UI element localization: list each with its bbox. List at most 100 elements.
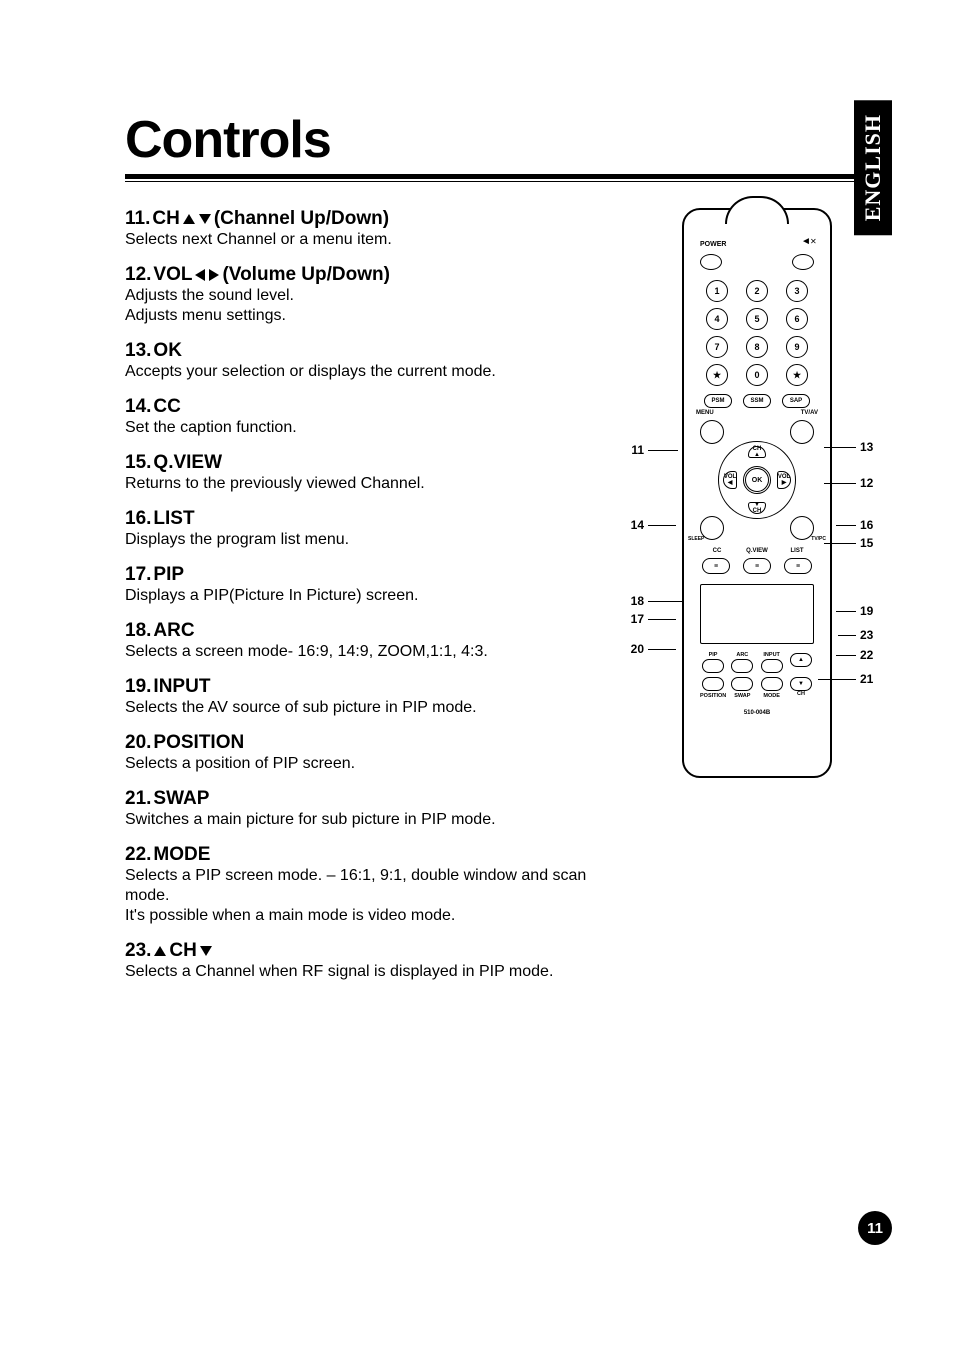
remote-body: POWER 123456789★0★ PSMSSMSAP MENU TV/AV (682, 208, 832, 778)
item-description: Returns to the previously viewed Channel… (125, 474, 598, 494)
dpad-left: VOL◀ (723, 471, 737, 489)
title-rule-thin (125, 181, 882, 182)
bottom-button (731, 659, 753, 673)
control-item: 15. Q.VIEWReturns to the previously view… (125, 452, 598, 494)
callout-line (824, 483, 856, 484)
bottom-btn-label: POSITION (700, 693, 726, 699)
keypad-button: 5 (746, 308, 768, 330)
callout-line (818, 679, 856, 680)
control-item: 19. INPUTSelects the AV source of sub pi… (125, 676, 598, 718)
control-item: 13. OKAccepts your selection or displays… (125, 340, 598, 382)
callout-number: 23 (860, 628, 882, 642)
dpad-right: VOL▶ (777, 471, 791, 489)
power-label: POWER (700, 241, 726, 248)
callout-line (836, 655, 856, 656)
tvav-button (790, 420, 814, 444)
small-button-label: Q.VIEW (742, 548, 772, 554)
control-item: 11. CH (Channel Up/Down)Selects next Cha… (125, 208, 598, 250)
item-heading: 14. CC (125, 396, 598, 418)
callout-number: 15 (860, 536, 882, 550)
preset-button: PSM (704, 394, 732, 408)
page-title: Controls (125, 110, 882, 170)
callout-number: 16 (860, 518, 882, 532)
callout-number: 22 (860, 648, 882, 662)
bottom-button (761, 659, 783, 673)
menu-button (700, 420, 724, 444)
tvpc-label: TV/PC (811, 536, 826, 542)
bottom-btn-col: SWAP (729, 677, 755, 700)
dpad-down: ▼CH (748, 502, 766, 514)
bottom-btn-label: ARC (729, 652, 755, 658)
item-description: Accepts your selection or displays the c… (125, 362, 598, 382)
item-description: Switches a main picture for sub picture … (125, 810, 598, 830)
bottom-row-2: POSITIONSWAPMODE▼CH (694, 677, 820, 700)
control-item: 16. LISTDisplays the program list menu. (125, 508, 598, 550)
item-description: Set the caption function. (125, 418, 598, 438)
small-button: ≡ (743, 558, 771, 574)
keypad-button: 3 (786, 280, 808, 302)
keypad-button: 4 (706, 308, 728, 330)
sleep-label: SLEEP (688, 536, 704, 542)
bottom-button: ▲ (790, 653, 812, 667)
item-heading: 17. PIP (125, 564, 598, 586)
callout-line (824, 447, 856, 448)
bottom-btn-label: SWAP (729, 693, 755, 699)
item-heading: 23.CH (125, 940, 598, 962)
bottom-button (702, 677, 724, 691)
bottom-btn-col: MODE (759, 677, 785, 700)
item-description: Displays a PIP(Picture In Picture) scree… (125, 586, 598, 606)
page-number: 11 (858, 1211, 892, 1245)
callout-line (648, 619, 676, 620)
callout-number: 18 (622, 594, 644, 608)
item-description: Selects a PIP screen mode. – 16:1, 9:1, … (125, 866, 598, 906)
bottom-btn-col: ▼CH (788, 677, 814, 700)
items-column: 11. CH (Channel Up/Down)Selects next Cha… (125, 208, 598, 996)
preset-button: SAP (782, 394, 810, 408)
small-button: ≡ (784, 558, 812, 574)
number-keypad: 123456789★0★ (694, 276, 820, 394)
callout-number: 17 (622, 612, 644, 626)
item-heading: 12. VOL (Volume Up/Down) (125, 264, 598, 286)
item-heading: 11. CH (Channel Up/Down) (125, 208, 598, 230)
model-number: 510-004B (694, 710, 820, 716)
bottom-button: ▼ (790, 677, 812, 691)
control-item: 23.CHSelects a Channel when RF signal is… (125, 940, 598, 982)
callout-line (648, 601, 683, 602)
menu-corner-label: MENU (696, 410, 714, 416)
control-item: 18. ARCSelects a screen mode- 16:9, 14:9… (125, 620, 598, 662)
preset-row: PSMSSMSAP (694, 394, 820, 410)
bottom-btn-col: POSITION (700, 677, 726, 700)
item-heading: 16. LIST (125, 508, 598, 530)
small-button: ≡ (702, 558, 730, 574)
bottom-btn-col: ▲ (788, 652, 814, 675)
small-buttons-row: ≡ ≡ ≡ (694, 556, 820, 576)
callout-number: 21 (860, 672, 882, 686)
callout-line (648, 525, 676, 526)
callout-number: 11 (622, 443, 644, 457)
control-item: 17. PIPDisplays a PIP(Picture In Picture… (125, 564, 598, 606)
control-item: 22. MODESelects a PIP screen mode. – 16:… (125, 844, 598, 926)
item-heading: 13. OK (125, 340, 598, 362)
bottom-btn-label: CH (788, 691, 814, 697)
keypad-button: 2 (746, 280, 768, 302)
item-heading: 20. POSITION (125, 732, 598, 754)
small-labels-row: CC Q.VIEW LIST (694, 546, 820, 556)
bottom-btn-label: INPUT (759, 652, 785, 658)
callout-line (838, 635, 856, 636)
item-heading: 21. SWAP (125, 788, 598, 810)
mute-icon (804, 240, 814, 248)
callout-number: 12 (860, 476, 882, 490)
bottom-row-1: PIPARC INPUT ▲ (694, 652, 820, 675)
blank-panel (700, 584, 814, 644)
small-button-label: CC (702, 548, 732, 554)
keypad-button: 8 (746, 336, 768, 358)
callout-number: 14 (622, 518, 644, 532)
power-button (700, 254, 722, 270)
control-item: 14. CCSet the caption function. (125, 396, 598, 438)
item-heading: 22. MODE (125, 844, 598, 866)
bottom-btn-label: PIP (700, 652, 726, 658)
title-rule-thick (125, 174, 882, 179)
small-button-label: LIST (782, 548, 812, 554)
item-description: Selects a screen mode- 16:9, 14:9, ZOOM,… (125, 642, 598, 662)
item-heading: 18. ARC (125, 620, 598, 642)
